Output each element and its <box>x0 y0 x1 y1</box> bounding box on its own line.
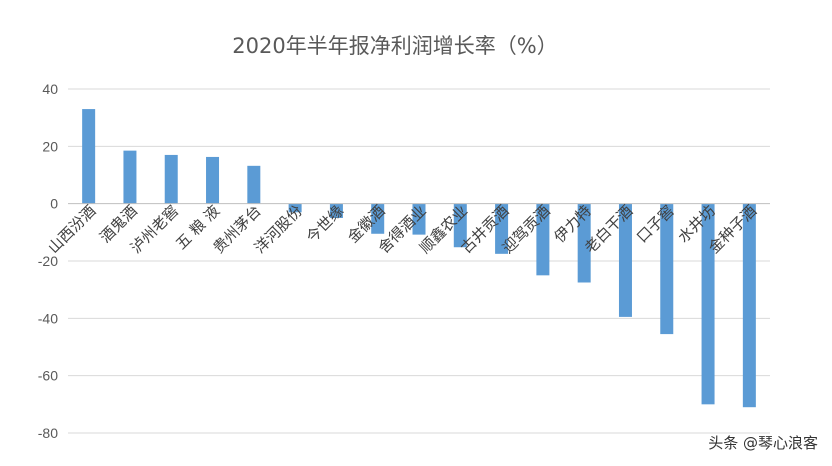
y-axis-tick-labels: 40 20 0 -20 -40 -60 -80 <box>38 81 58 441</box>
bar <box>618 203 632 317</box>
bar <box>164 154 178 204</box>
watermark: 头条 @琴心浪客 <box>708 434 818 452</box>
y-tick-label: 0 <box>50 196 58 212</box>
y-tick-label: -60 <box>38 368 58 384</box>
bar <box>660 203 674 335</box>
bar <box>123 150 137 204</box>
y-tick-label: 20 <box>42 138 58 154</box>
bar <box>495 203 509 254</box>
chart-title: 2020年半年报净利润增长率（%） <box>232 34 557 58</box>
y-tick-label: -20 <box>38 253 58 269</box>
bar <box>329 203 343 218</box>
bar <box>412 203 426 235</box>
bar <box>577 203 591 283</box>
bar <box>82 109 96 204</box>
bar <box>536 203 550 276</box>
y-tick-label: 40 <box>42 81 58 97</box>
y-tick-label: -80 <box>38 425 58 441</box>
bar <box>247 165 261 204</box>
bar <box>206 156 220 204</box>
bars <box>82 109 756 408</box>
bar <box>371 203 385 234</box>
category-label: 今世缘 <box>303 202 348 247</box>
gridlines <box>68 88 770 434</box>
bar <box>701 203 715 405</box>
bar <box>453 203 467 248</box>
y-tick-label: -40 <box>38 310 58 326</box>
bar <box>288 203 302 213</box>
bar <box>742 203 756 408</box>
